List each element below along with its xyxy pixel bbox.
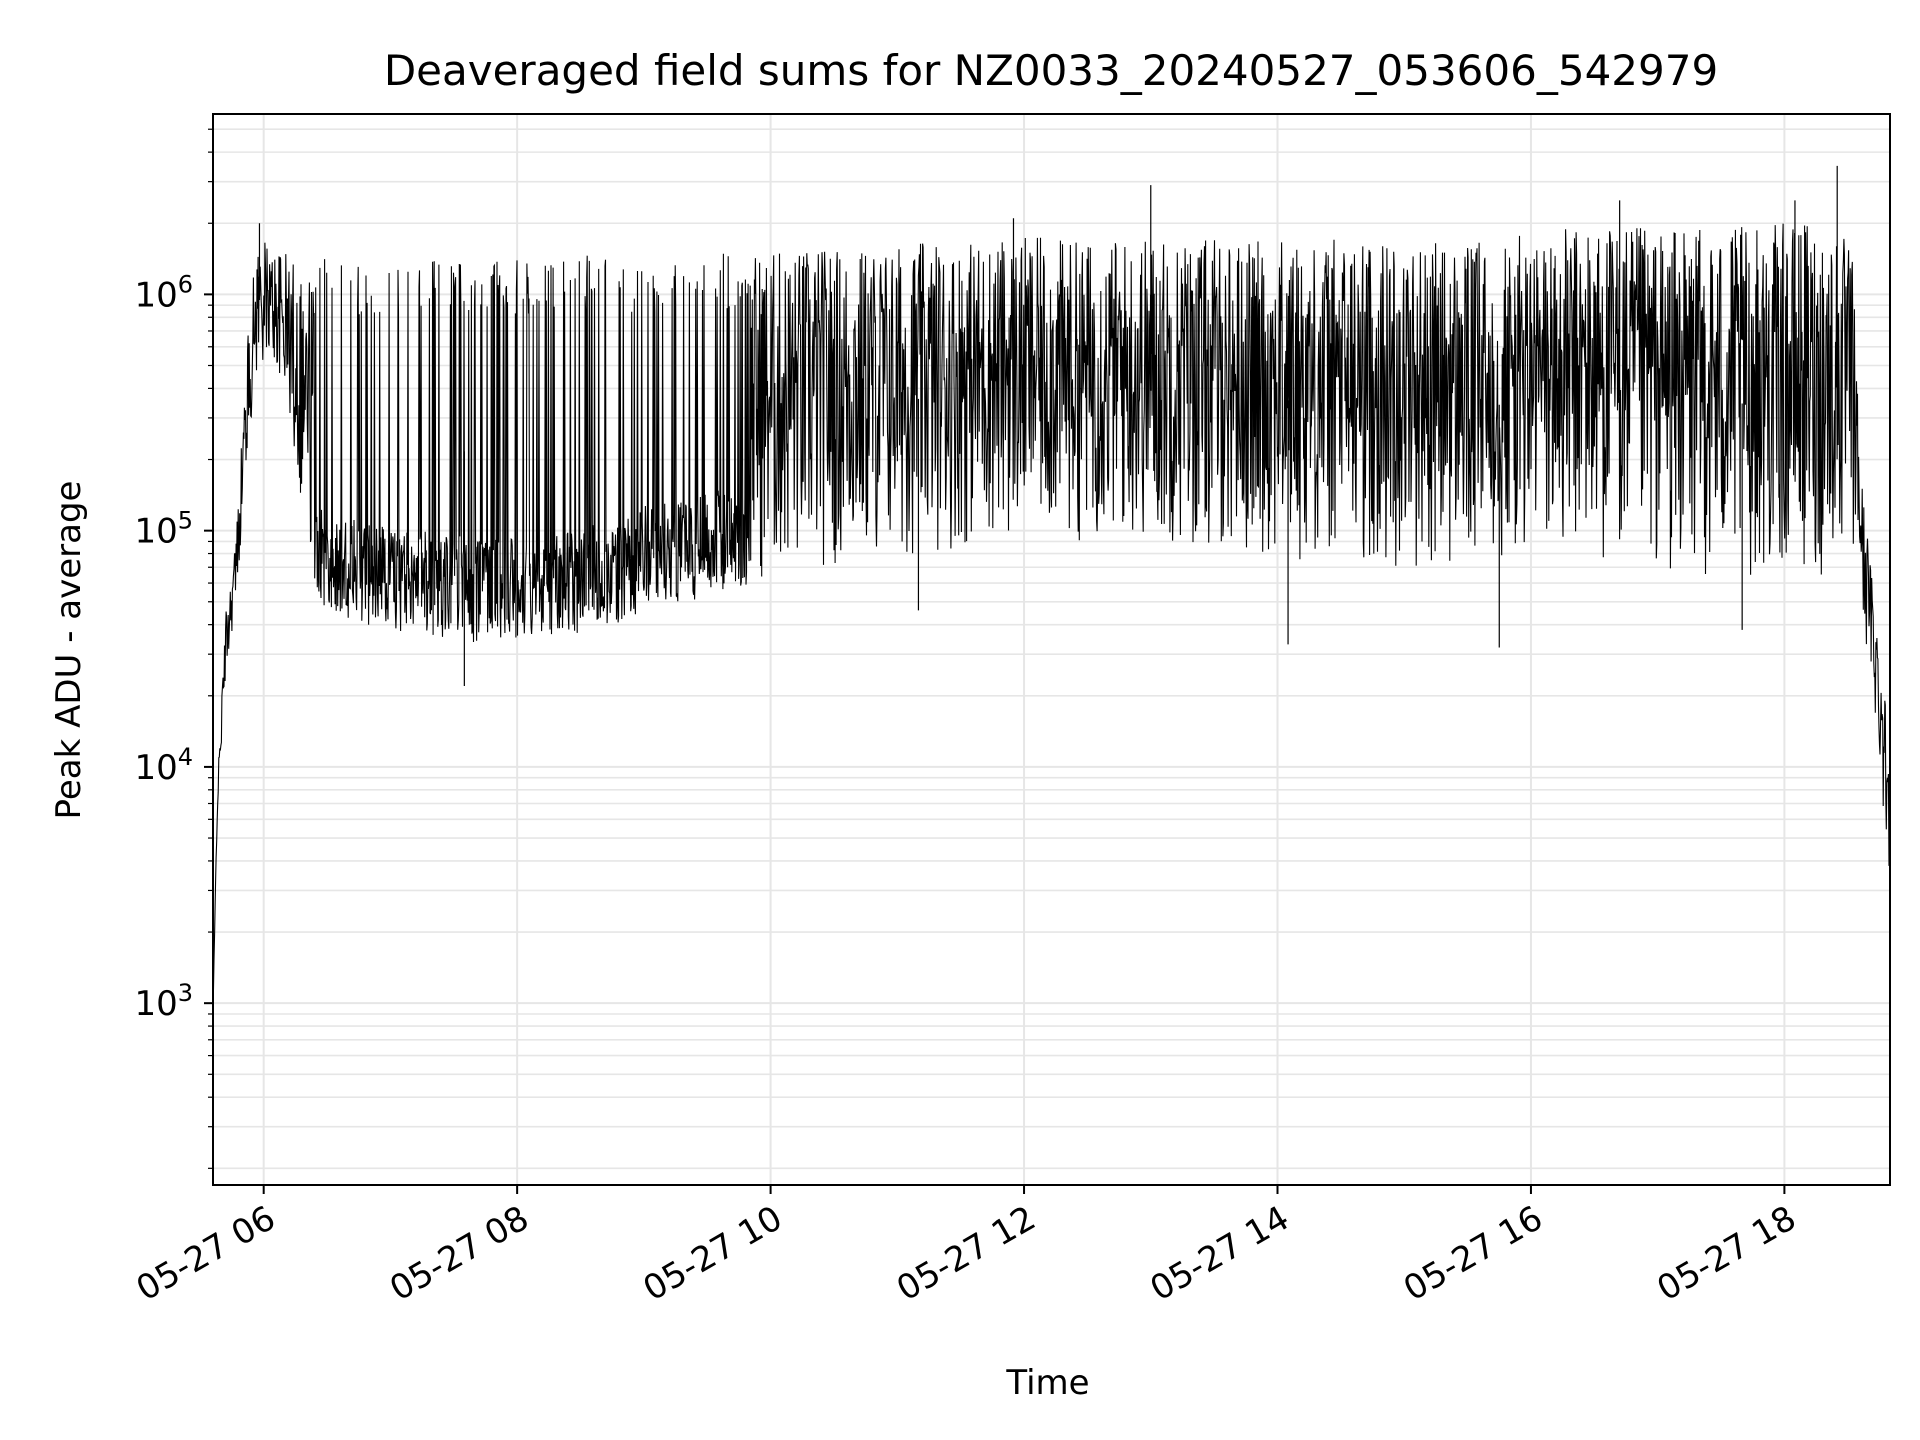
data-line xyxy=(212,165,1891,1015)
y-tick-label: 103 xyxy=(134,979,193,1024)
chart-title: Deaveraged field sums for NZ0033_2024052… xyxy=(384,46,1718,95)
y-tick-label: 106 xyxy=(134,270,193,315)
y-tick-label: 104 xyxy=(134,743,193,788)
x-axis-label: Time xyxy=(1005,1363,1089,1403)
plot-frame xyxy=(212,113,1891,1186)
y-axis-label: Peak ADU - average xyxy=(49,481,89,820)
series-trace xyxy=(212,223,1891,1015)
y-tick-label: 105 xyxy=(134,507,193,552)
